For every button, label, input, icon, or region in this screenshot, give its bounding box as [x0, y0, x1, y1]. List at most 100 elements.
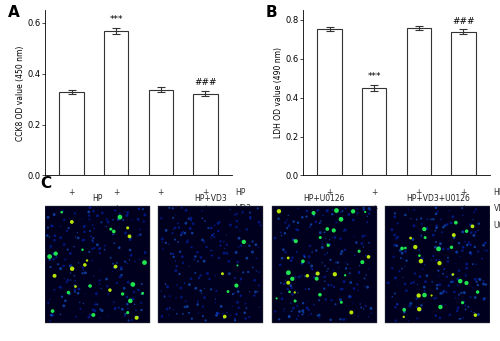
Point — [56, 224, 64, 229]
Point — [445, 283, 453, 288]
Text: HP+U0126: HP+U0126 — [304, 194, 345, 203]
Point — [478, 256, 486, 262]
Point — [341, 272, 349, 278]
Point — [427, 217, 435, 222]
Point — [184, 239, 192, 244]
Point — [423, 226, 431, 231]
Point — [439, 271, 447, 277]
Point — [469, 217, 477, 222]
Point — [338, 216, 345, 221]
Point — [162, 240, 170, 246]
Point — [246, 243, 254, 249]
Point — [458, 290, 466, 296]
Point — [330, 268, 338, 273]
Point — [252, 289, 260, 295]
Point — [384, 280, 392, 285]
Point — [474, 249, 482, 254]
Point — [76, 300, 84, 305]
Point — [316, 312, 324, 317]
Point — [448, 272, 456, 278]
Point — [466, 250, 474, 255]
Point — [400, 309, 408, 315]
Point — [322, 297, 330, 302]
Point — [129, 282, 137, 287]
Point — [183, 304, 191, 309]
Point — [85, 209, 93, 214]
Text: -: - — [115, 221, 117, 229]
Point — [454, 305, 462, 310]
Point — [271, 235, 279, 241]
Point — [131, 259, 139, 264]
Point — [121, 313, 129, 319]
Point — [420, 288, 428, 294]
Point — [444, 259, 452, 264]
Point — [86, 217, 94, 222]
Point — [81, 223, 89, 228]
Point — [124, 280, 132, 285]
Point — [126, 298, 134, 303]
Point — [115, 224, 123, 230]
Point — [460, 290, 468, 295]
Point — [50, 212, 58, 217]
Point — [300, 253, 308, 258]
Point — [301, 273, 309, 279]
Point — [249, 265, 257, 270]
Point — [107, 226, 115, 232]
Point — [208, 248, 216, 253]
Point — [272, 296, 280, 301]
Point — [280, 309, 287, 314]
Point — [440, 266, 448, 271]
Point — [220, 239, 228, 244]
Point — [443, 222, 451, 227]
Point — [237, 276, 245, 282]
Point — [218, 311, 226, 316]
Point — [198, 237, 206, 243]
Point — [168, 231, 176, 236]
Point — [328, 235, 336, 240]
Point — [212, 273, 220, 279]
Point — [172, 258, 179, 264]
Point — [460, 299, 468, 305]
Point — [215, 255, 223, 261]
Point — [192, 285, 200, 291]
Y-axis label: LDH OD value (490 nm): LDH OD value (490 nm) — [274, 47, 283, 138]
Point — [110, 229, 118, 234]
Point — [256, 223, 264, 228]
Point — [174, 221, 182, 226]
Point — [467, 309, 475, 314]
Point — [314, 271, 322, 276]
Point — [116, 211, 124, 216]
Point — [136, 227, 144, 232]
Point — [225, 259, 233, 264]
Point — [298, 214, 306, 220]
Point — [418, 233, 426, 238]
Point — [432, 205, 440, 211]
Text: -: - — [418, 204, 420, 213]
Point — [158, 239, 166, 245]
Point — [136, 257, 143, 262]
Point — [480, 296, 488, 301]
Point — [214, 228, 222, 234]
Point — [198, 291, 205, 296]
Point — [282, 278, 290, 283]
Point — [350, 218, 358, 223]
Point — [194, 302, 202, 307]
Point — [351, 253, 359, 258]
Point — [56, 266, 64, 271]
Text: +: + — [326, 188, 333, 196]
Point — [186, 226, 194, 231]
Point — [278, 233, 285, 238]
FancyBboxPatch shape — [272, 206, 376, 323]
Point — [195, 275, 203, 281]
Point — [194, 250, 202, 255]
Point — [456, 316, 464, 322]
Point — [62, 280, 70, 285]
Point — [68, 219, 76, 225]
Point — [126, 247, 134, 253]
Point — [294, 303, 302, 309]
Point — [232, 224, 240, 230]
Point — [74, 230, 82, 236]
Point — [310, 302, 318, 307]
Point — [118, 291, 126, 297]
FancyBboxPatch shape — [158, 206, 263, 323]
